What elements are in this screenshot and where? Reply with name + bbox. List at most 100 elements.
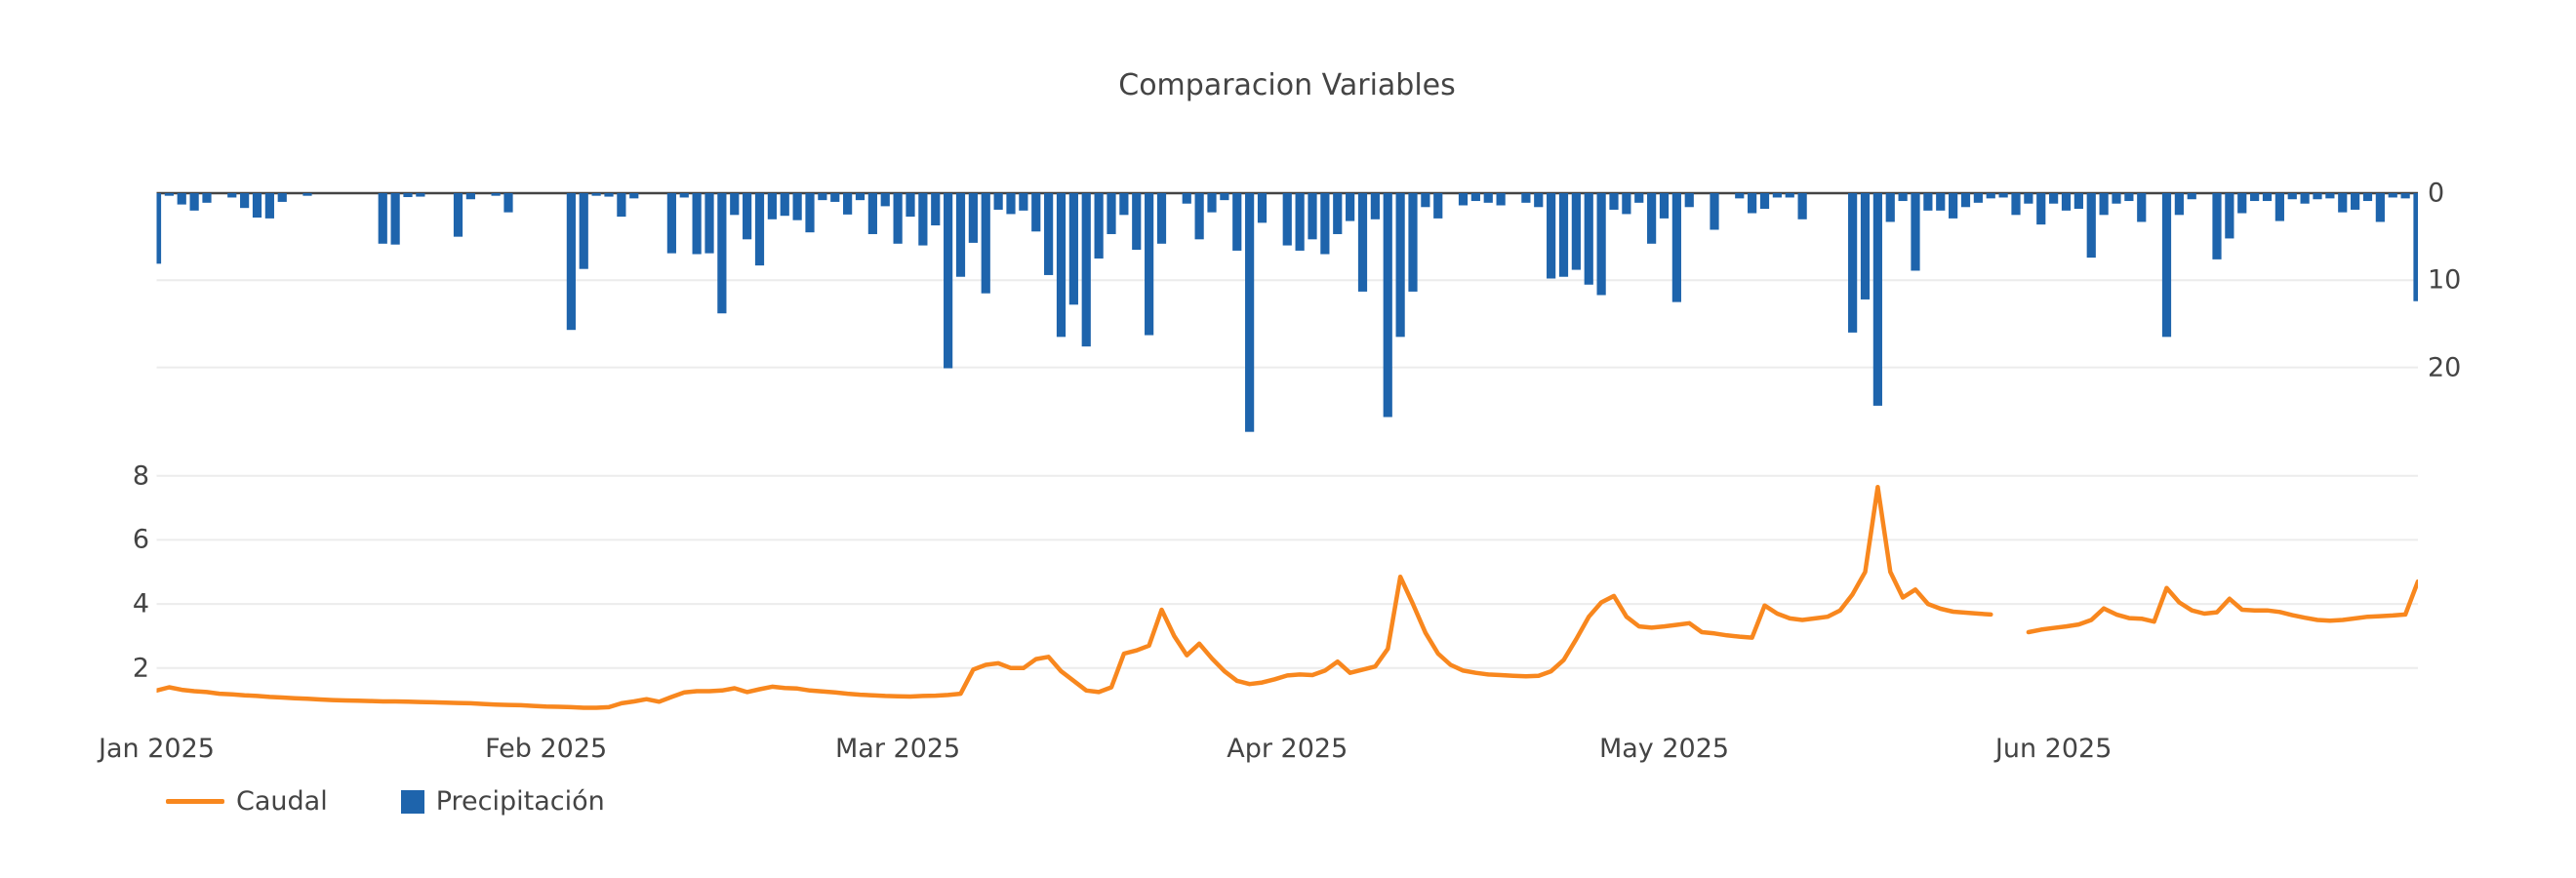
precipitation-bar[interactable] <box>1282 193 1292 246</box>
precipitation-bar[interactable] <box>818 193 827 201</box>
precipitation-bar[interactable] <box>1571 193 1581 270</box>
precipitation-bar[interactable] <box>717 193 727 314</box>
precipitation-bar[interactable] <box>629 193 639 199</box>
precipitation-bar[interactable] <box>591 193 601 196</box>
precipitation-bar[interactable] <box>1044 193 1054 275</box>
precipitation-bar[interactable] <box>666 193 676 254</box>
precipitation-bar[interactable] <box>730 193 740 216</box>
precipitation-bar[interactable] <box>1622 193 1631 215</box>
precipitation-bar[interactable] <box>1949 193 1958 219</box>
precipitation-bar[interactable] <box>2049 193 2059 204</box>
precipitation-bar[interactable] <box>1659 193 1670 219</box>
precipitation-bar[interactable] <box>1194 193 1204 240</box>
precipitation-bar[interactable] <box>403 193 413 198</box>
precipitation-bar[interactable] <box>1081 193 1091 347</box>
precipitation-bar[interactable] <box>1257 193 1268 223</box>
precipitation-bar[interactable] <box>855 193 865 201</box>
precipitation-bar[interactable] <box>1145 193 1154 336</box>
precipitation-bar[interactable] <box>252 193 262 219</box>
precipitation-bar[interactable] <box>1960 193 1971 208</box>
precipitation-bar[interactable] <box>1483 193 1493 203</box>
precipitation-bar[interactable] <box>2325 193 2335 199</box>
precipitation-bar[interactable] <box>1357 193 1368 292</box>
precipitation-bar[interactable] <box>2073 193 2083 210</box>
precipitation-bar[interactable] <box>2388 193 2397 198</box>
precipitation-bar[interactable] <box>1634 193 1644 203</box>
precipitation-bar[interactable] <box>378 193 387 244</box>
precipitation-bar[interactable] <box>202 193 212 203</box>
precipitation-bar[interactable] <box>1647 193 1657 244</box>
precipitation-bar[interactable] <box>1019 193 1028 211</box>
precipitation-bar[interactable] <box>1785 193 1794 198</box>
caudal-line[interactable] <box>156 484 2419 710</box>
precipitation-bar[interactable] <box>1094 193 1104 259</box>
precipitation-bar[interactable] <box>2099 193 2109 216</box>
precipitation-bar[interactable] <box>1609 193 1619 210</box>
precipitation-bar[interactable] <box>579 193 588 269</box>
precipitation-bar[interactable] <box>189 193 199 211</box>
precipitation-bar[interactable] <box>1848 193 1858 333</box>
precipitation-bar[interactable] <box>2287 193 2297 200</box>
precipitation-bar[interactable] <box>2413 193 2422 301</box>
precipitation-bar[interactable] <box>177 193 186 205</box>
precipitation-bar[interactable] <box>1735 193 1745 199</box>
precipitation-bar[interactable] <box>227 193 237 198</box>
precipitation-bar[interactable] <box>692 193 702 255</box>
precipitation-bar[interactable] <box>1936 193 1946 211</box>
precipitation-bar[interactable] <box>1797 193 1807 220</box>
precipitation-bar[interactable] <box>1521 193 1531 203</box>
precipitation-bar[interactable] <box>2362 193 2373 202</box>
precipitation-bar[interactable] <box>1068 193 1078 305</box>
precipitation-bar[interactable] <box>2300 193 2310 204</box>
precipitation-bar[interactable] <box>1885 193 1895 222</box>
precipitation-bar[interactable] <box>164 193 174 196</box>
precipitation-bar[interactable] <box>1119 193 1129 216</box>
precipitation-bar[interactable] <box>704 193 714 254</box>
precipitation-bar[interactable] <box>1132 193 1142 251</box>
precipitation-bar[interactable] <box>1220 193 1229 201</box>
precipitation-bar[interactable] <box>1182 193 1191 204</box>
precipitation-bar[interactable] <box>2225 193 2234 239</box>
precipitation-bar[interactable] <box>1759 193 1770 210</box>
precipitation-bar[interactable] <box>2212 193 2222 259</box>
precipitation-bar[interactable] <box>390 193 400 245</box>
precipitation-bar[interactable] <box>754 193 765 266</box>
precipitation-bar[interactable] <box>1986 193 1995 199</box>
precipitation-bar[interactable] <box>1107 193 1116 234</box>
precipitation-bar[interactable] <box>830 193 840 202</box>
precipitation-bar[interactable] <box>1998 193 2008 198</box>
precipitation-bar[interactable] <box>2262 193 2273 202</box>
precipitation-bar[interactable] <box>604 193 614 197</box>
precipitation-bar[interactable] <box>2161 193 2172 338</box>
precipitation-bar[interactable] <box>918 193 928 246</box>
precipitation-bar[interactable] <box>1031 193 1041 232</box>
precipitation-bar[interactable] <box>1370 193 1380 220</box>
precipitation-bar[interactable] <box>981 193 990 294</box>
precipitation-bar[interactable] <box>2187 193 2196 200</box>
precipitation-bar[interactable] <box>264 193 274 219</box>
precipitation-bar[interactable] <box>2024 193 2033 204</box>
precipitation-bar[interactable] <box>503 193 513 213</box>
precipitation-bar[interactable] <box>2174 193 2184 216</box>
precipitation-bar[interactable] <box>2086 193 2096 259</box>
precipitation-bar[interactable] <box>2338 193 2348 213</box>
precipitation-bar[interactable] <box>1308 193 1317 240</box>
precipitation-bar[interactable] <box>1295 193 1305 251</box>
precipitation-bar[interactable] <box>2061 193 2072 211</box>
precipitation-bar[interactable] <box>792 193 802 220</box>
precipitation-bar[interactable] <box>617 193 626 218</box>
precipitation-bar[interactable] <box>843 193 853 215</box>
precipitation-bar[interactable] <box>1421 193 1430 208</box>
precipitation-bar[interactable] <box>1558 193 1569 277</box>
precipitation-bar[interactable] <box>2375 193 2385 222</box>
precipitation-bar[interactable] <box>465 193 475 200</box>
precipitation-bar[interactable] <box>1710 193 1719 230</box>
precipitation-bar[interactable] <box>931 193 941 226</box>
precipitation-bar[interactable] <box>1923 193 1933 211</box>
precipitation-bar[interactable] <box>566 193 576 331</box>
precipitation-bar[interactable] <box>1898 193 1908 202</box>
precipitation-bar[interactable] <box>1383 193 1392 418</box>
precipitation-bar[interactable] <box>277 193 287 202</box>
precipitation-bar[interactable] <box>1245 193 1255 432</box>
